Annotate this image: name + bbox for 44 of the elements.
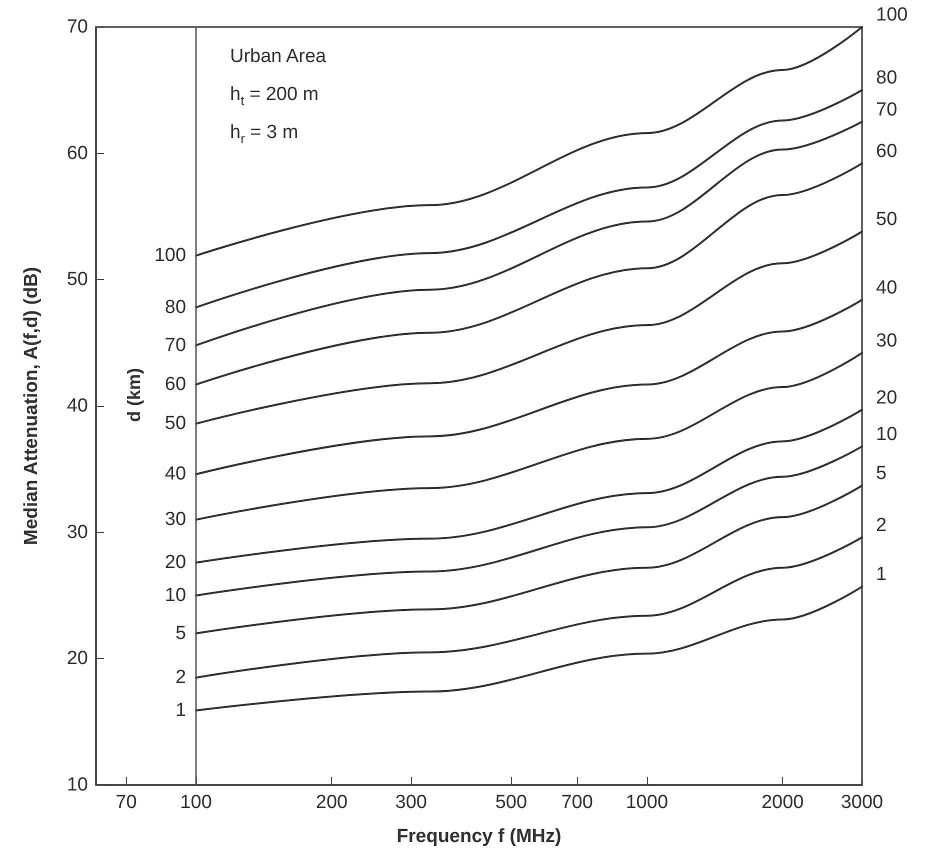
x-tick-label: 200 <box>316 792 348 813</box>
y-axis-title: Median Attenuation, A(f,d) (dB) <box>21 266 42 546</box>
legend-title: d (km) <box>124 368 144 422</box>
text: 10 <box>876 424 898 445</box>
series-label: 70 <box>164 334 186 356</box>
y-tick-label: 70 <box>66 16 88 38</box>
series-label: 5 <box>175 622 186 644</box>
y-tick-label: 40 <box>66 396 88 416</box>
text: 30 <box>876 330 898 352</box>
text: 70 <box>876 99 898 120</box>
series-label: 60 <box>164 374 186 396</box>
series-label: 20 <box>164 552 186 574</box>
text: 80 <box>876 68 898 89</box>
y-tick-label: 30 <box>66 522 88 543</box>
text: 100 <box>876 4 908 26</box>
text: 20 <box>876 387 898 408</box>
x-tick-label: 1000 <box>626 792 668 813</box>
text: 2 <box>876 514 887 536</box>
x-axis-title: Frequency f (MHz) <box>396 826 562 847</box>
x-tick-label: 700 <box>561 792 593 813</box>
y-tick-label: 50 <box>66 269 88 290</box>
x-tick-label: 3000 <box>840 792 884 813</box>
x-tick-label: 100 <box>180 792 212 813</box>
x-tick-label: 70 <box>116 792 137 813</box>
series-label: 30 <box>164 509 186 530</box>
text: 5 <box>876 463 887 484</box>
y-tick-label: 20 <box>66 648 88 670</box>
x-tick-label: 2000 <box>761 792 804 813</box>
y-tick-label: 10 <box>66 774 88 796</box>
series-label: 40 <box>164 464 186 485</box>
series-label: 2 <box>175 667 186 688</box>
series-label: 80 <box>164 296 186 318</box>
text: 50 <box>876 209 898 230</box>
series-label: 100 <box>154 245 186 266</box>
series-label: 10 <box>164 585 186 606</box>
annotation: Urban Area <box>230 46 327 67</box>
text: 40 <box>876 277 898 298</box>
x-tick-label: 500 <box>495 792 528 813</box>
text: 1 <box>876 564 887 586</box>
series-label: 1 <box>175 700 186 721</box>
x-tick-label: 300 <box>395 792 427 813</box>
text: 60 <box>876 140 898 162</box>
y-tick-label: 60 <box>66 142 88 164</box>
series-label: 50 <box>164 413 186 434</box>
